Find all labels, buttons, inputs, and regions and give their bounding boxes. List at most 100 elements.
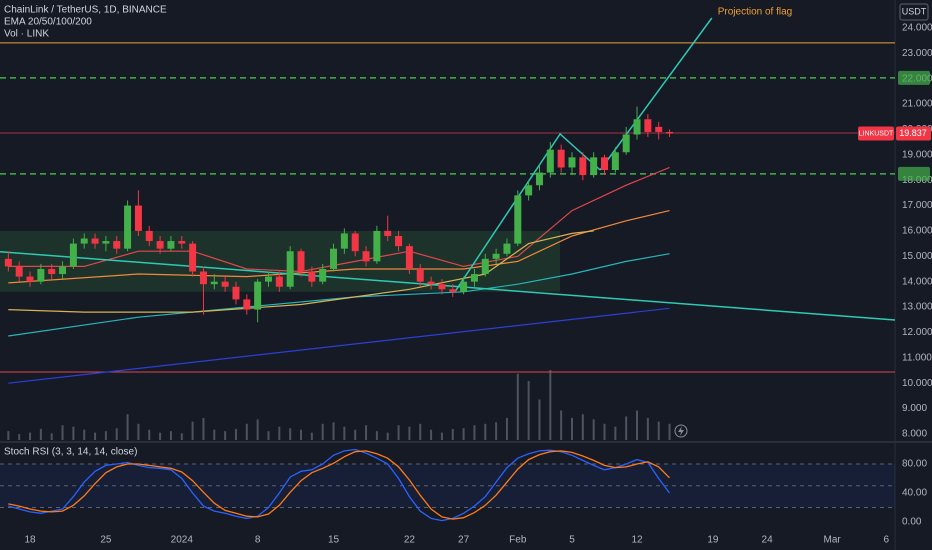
volume-bar xyxy=(126,414,129,440)
candle-body xyxy=(395,235,403,247)
volume-bar xyxy=(614,426,617,440)
candle-body xyxy=(297,251,305,272)
trendline xyxy=(0,250,895,321)
volume-bar xyxy=(386,432,389,440)
candle-body xyxy=(514,195,522,244)
volume-bar xyxy=(505,417,508,440)
volume-bar xyxy=(397,425,400,440)
volume-bar xyxy=(354,429,357,440)
y-tick-label: 15.000 xyxy=(902,251,932,262)
volume-bar xyxy=(592,419,595,440)
volume-bar xyxy=(516,373,519,440)
x-tick-label: Feb xyxy=(509,535,527,546)
candle-body xyxy=(124,205,132,249)
candle-body xyxy=(37,268,45,282)
volume-bar xyxy=(375,431,378,440)
rsi-tick-label: 80.00 xyxy=(902,459,927,470)
volume-bar xyxy=(289,428,292,440)
volume-bar xyxy=(39,428,42,440)
ema-line xyxy=(8,307,670,384)
x-tick-label: 5 xyxy=(569,535,575,546)
y-tick-label: 17.000 xyxy=(902,200,932,211)
volume-bar xyxy=(668,423,671,440)
candle-body xyxy=(373,230,381,262)
x-tick-label: 22 xyxy=(404,535,416,546)
candle-body xyxy=(243,299,251,310)
x-tick-label: 24 xyxy=(762,535,774,546)
volume-bar xyxy=(484,423,487,440)
volume-bar xyxy=(7,431,10,440)
candle-body xyxy=(199,271,207,285)
volume-bar xyxy=(267,431,270,440)
alert-icon[interactable] xyxy=(674,424,688,438)
candle-body xyxy=(189,243,197,272)
volume-bar xyxy=(245,423,248,440)
x-tick-label: 18 xyxy=(24,535,36,546)
candle-body xyxy=(15,266,23,277)
candle-body xyxy=(48,268,56,275)
candle-body xyxy=(26,276,34,282)
x-tick-label: Mar xyxy=(824,535,842,546)
candle-body xyxy=(666,131,674,134)
candle-body xyxy=(340,233,348,249)
candle-body xyxy=(275,276,283,287)
candle-body xyxy=(145,230,153,242)
volume-bar xyxy=(213,429,216,440)
candle-body xyxy=(91,238,99,244)
y-tick-label: 10.000 xyxy=(902,378,932,389)
y-tick-label: 16.000 xyxy=(902,226,932,237)
volume-bar xyxy=(332,422,335,440)
volume-bar xyxy=(234,428,237,440)
volume-bar xyxy=(115,428,118,440)
candle-body xyxy=(590,157,598,176)
candle-body xyxy=(80,238,88,244)
volume-bar xyxy=(657,421,660,440)
x-tick-label: 12 xyxy=(631,535,643,546)
volume-bar xyxy=(159,432,162,440)
ema-line xyxy=(8,166,670,273)
candle-body xyxy=(69,243,77,267)
candle-body xyxy=(644,119,652,132)
candle-body xyxy=(503,243,511,254)
volume-bar xyxy=(29,432,32,440)
volume-bar xyxy=(365,425,368,440)
candle-body xyxy=(319,268,327,282)
volume-bar xyxy=(646,417,649,440)
y-tick-label: 14.000 xyxy=(902,276,932,287)
candle-body xyxy=(535,172,543,186)
volume-bar xyxy=(224,431,227,440)
volume-bar xyxy=(94,432,97,440)
volume-bar xyxy=(104,431,107,440)
volume-bar xyxy=(549,370,552,440)
volume-bar xyxy=(321,423,324,440)
volume-bar xyxy=(451,428,454,440)
volume-bar xyxy=(83,429,86,440)
rsi-tick-label: 40.00 xyxy=(902,488,927,499)
y-tick-label: 24.000 xyxy=(902,23,932,34)
candle-body xyxy=(134,205,142,231)
volume-bar xyxy=(581,414,584,440)
candle-body xyxy=(113,241,121,249)
volume-bar xyxy=(191,421,194,440)
candle-body xyxy=(59,266,67,275)
indicator-legend: Vol · LINK xyxy=(4,29,49,40)
rsi-title: Stoch RSI (3, 3, 14, 14, close) xyxy=(4,447,137,458)
volume-bar xyxy=(18,434,21,440)
trendline xyxy=(454,132,601,293)
volume-bar xyxy=(473,425,476,440)
candle-body xyxy=(4,258,12,267)
currency-box xyxy=(899,3,929,21)
candle-body xyxy=(449,289,457,292)
volume-bar xyxy=(570,417,573,440)
trendline xyxy=(599,17,713,171)
volume-bar xyxy=(169,431,172,440)
volume-bar xyxy=(300,429,303,440)
candle-body xyxy=(362,251,370,262)
volume-bar xyxy=(560,410,563,440)
candle-body xyxy=(167,241,175,249)
volume-bar xyxy=(527,381,530,440)
x-tick-label: 27 xyxy=(458,535,470,546)
y-tick-label: 19.000 xyxy=(902,149,932,160)
candle-body xyxy=(264,276,272,282)
